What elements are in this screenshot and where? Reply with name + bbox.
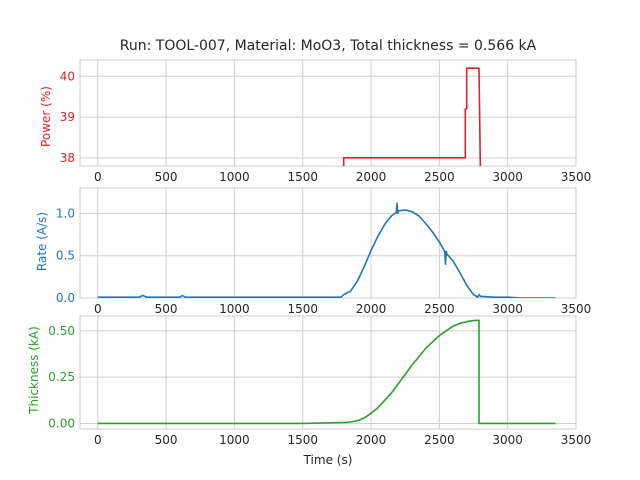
rate-x-tick-label: 3000 bbox=[492, 302, 523, 316]
rate-panel: Rate (A/s) 0 500 1000 1500 2000 2500 3000 3500 0… bbox=[35, 187, 592, 316]
rate-y-tick-label: 0.5 bbox=[56, 249, 75, 263]
rate-x-tick-label: 2000 bbox=[356, 302, 387, 316]
rate-x-tick-label: 500 bbox=[155, 302, 178, 316]
chart-title: Run: TOOL-007, Material: MoO3, Total thi… bbox=[120, 38, 537, 54]
thickness-plot-area bbox=[80, 316, 576, 429]
rate-x-tick-label: 3500 bbox=[561, 302, 592, 316]
power-y-tick-label: 38 bbox=[60, 151, 75, 165]
thickness-x-tick-label: 3000 bbox=[492, 433, 523, 447]
power-x-tick-label: 2500 bbox=[424, 170, 455, 184]
thickness-x-tick-label: 0 bbox=[94, 433, 102, 447]
thickness-axes-frame bbox=[79, 315, 577, 430]
power-plot-area bbox=[80, 60, 576, 166]
power-x-tick-label: 500 bbox=[155, 170, 178, 184]
rate-x-tick-label: 1500 bbox=[287, 302, 318, 316]
power-y-tick-label: 39 bbox=[60, 110, 75, 124]
rate-x-tick-label: 1000 bbox=[219, 302, 250, 316]
power-x-tick-label: 3500 bbox=[561, 170, 592, 184]
power-x-tick-label: 1000 bbox=[219, 170, 250, 184]
power-series-line bbox=[342, 67, 482, 166]
power-x-tick-label: 0 bbox=[94, 170, 102, 184]
thickness-y-tick-label: 0.00 bbox=[48, 416, 75, 430]
power-panel: Power (%) 0 500 1000 1500 2000 2500 3000 3500 38… bbox=[39, 59, 592, 184]
rate-x-tick-label: 0 bbox=[94, 302, 102, 316]
rate-plot-area bbox=[80, 188, 576, 298]
rate-series-line bbox=[97, 202, 556, 298]
thickness-x-tick-label: 1500 bbox=[287, 433, 318, 447]
thickness-x-tick-label: 1000 bbox=[219, 433, 250, 447]
power-y-tick-label: 40 bbox=[60, 69, 75, 83]
thickness-panel: Thickness (kA) Time (s) 0 500 1000 1500 2000… bbox=[27, 315, 592, 467]
power-y-label: Power (%) bbox=[39, 86, 53, 147]
rate-x-tick-label: 2500 bbox=[424, 302, 455, 316]
thickness-y-tick-label: 0.50 bbox=[48, 324, 75, 338]
power-axes-frame bbox=[79, 59, 577, 167]
thickness-x-tick-label: 2000 bbox=[356, 433, 387, 447]
rate-y-tick-label: 1.0 bbox=[56, 206, 75, 220]
thickness-y-tick-label: 0.25 bbox=[48, 370, 75, 384]
thickness-x-tick-label: 2500 bbox=[424, 433, 455, 447]
thickness-x-tick-label: 3500 bbox=[561, 433, 592, 447]
thickness-y-label: Thickness (kA) bbox=[27, 326, 41, 415]
rate-y-tick-label: 0.0 bbox=[56, 291, 75, 305]
power-x-tick-label: 3000 bbox=[492, 170, 523, 184]
x-axis-label: Time (s) bbox=[303, 453, 353, 467]
thickness-series-line bbox=[97, 319, 556, 425]
power-x-tick-label: 1500 bbox=[287, 170, 318, 184]
power-x-tick-label: 2000 bbox=[356, 170, 387, 184]
thickness-x-tick-label: 500 bbox=[155, 433, 178, 447]
rate-y-label: Rate (A/s) bbox=[35, 212, 49, 271]
